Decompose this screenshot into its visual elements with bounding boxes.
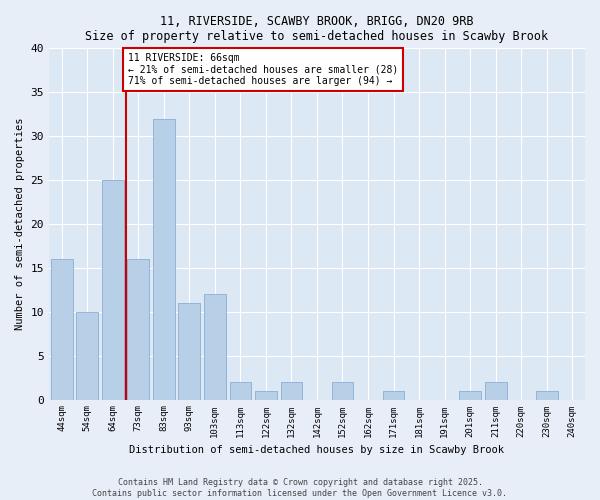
Bar xyxy=(102,180,124,400)
Bar xyxy=(383,391,404,400)
Y-axis label: Number of semi-detached properties: Number of semi-detached properties xyxy=(15,118,25,330)
Bar xyxy=(127,259,149,400)
Bar xyxy=(332,382,353,400)
Bar xyxy=(204,294,226,400)
Bar xyxy=(230,382,251,400)
Bar xyxy=(51,259,73,400)
Bar xyxy=(76,312,98,400)
Bar xyxy=(459,391,481,400)
Text: 11 RIVERSIDE: 66sqm
← 21% of semi-detached houses are smaller (28)
71% of semi-d: 11 RIVERSIDE: 66sqm ← 21% of semi-detach… xyxy=(128,52,398,86)
Bar xyxy=(153,118,175,400)
Bar xyxy=(281,382,302,400)
Text: Contains HM Land Registry data © Crown copyright and database right 2025.
Contai: Contains HM Land Registry data © Crown c… xyxy=(92,478,508,498)
Title: 11, RIVERSIDE, SCAWBY BROOK, BRIGG, DN20 9RB
Size of property relative to semi-d: 11, RIVERSIDE, SCAWBY BROOK, BRIGG, DN20… xyxy=(85,15,548,43)
Bar xyxy=(255,391,277,400)
Bar xyxy=(178,303,200,400)
Bar xyxy=(485,382,506,400)
Bar xyxy=(536,391,557,400)
X-axis label: Distribution of semi-detached houses by size in Scawby Brook: Distribution of semi-detached houses by … xyxy=(130,445,505,455)
